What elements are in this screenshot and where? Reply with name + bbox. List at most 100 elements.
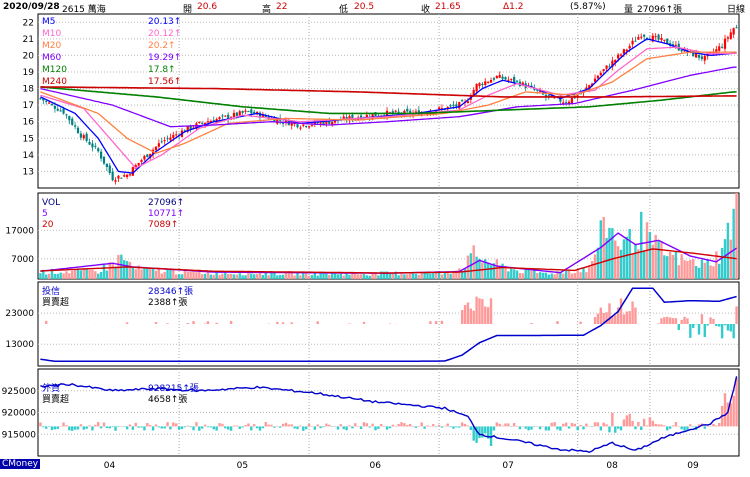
- volume-bar: [501, 263, 504, 279]
- foreign-netbuy-bar: [414, 426, 418, 428]
- volume-bar: [88, 269, 91, 279]
- legend-m20-name: M20: [42, 41, 61, 51]
- candle-body: [365, 114, 368, 119]
- foreign-netbuy-bar: [88, 425, 91, 427]
- foreign-netbuy-bar: [200, 426, 204, 429]
- foreign-netbuy-bar: [544, 426, 548, 431]
- foreign-netbuy-bar: [403, 423, 406, 427]
- foreign-netbuy-bar: [336, 426, 340, 430]
- trust-netbuy-bar: [729, 324, 732, 332]
- foreign-netbuy-bar: [411, 426, 415, 427]
- candle-body: [316, 122, 319, 124]
- legend-trust-1-name: 買賣超: [42, 296, 69, 308]
- candle-body: [238, 111, 241, 116]
- trust-netbuy-bar: [715, 324, 718, 327]
- foreign-netbuy-bar: [172, 422, 175, 427]
- volume-bar: [143, 267, 146, 279]
- volume-bar: [547, 274, 551, 279]
- foreign-netbuy-bar: [224, 426, 227, 429]
- foreign-netbuy-bar: [460, 422, 464, 427]
- foreign-netbuy-bar: [585, 423, 588, 427]
- volume-bar: [330, 272, 334, 279]
- candle-body: [718, 46, 721, 51]
- trust-netbuy-bar: [718, 324, 721, 327]
- trust-netbuy-bar: [709, 317, 712, 324]
- foreign-netbuy-bar: [316, 424, 319, 427]
- candle-body: [175, 134, 178, 136]
- candle-body: [643, 34, 646, 37]
- volume-bar: [625, 236, 628, 279]
- legend-m20-value: 20.2↑: [148, 41, 176, 51]
- foreign-netbuy-bar: [486, 426, 490, 439]
- candle-body: [640, 36, 643, 38]
- candle-body: [65, 114, 68, 116]
- trust-tick-label: 23000: [5, 309, 34, 319]
- foreign-netbuy-bar: [712, 423, 715, 427]
- volume-bar: [397, 275, 400, 279]
- candle-body: [735, 27, 738, 29]
- candle-body: [68, 115, 71, 121]
- month-label-05: 05: [237, 461, 248, 471]
- foreign-netbuy-bar: [614, 426, 617, 433]
- volume-bar: [252, 274, 256, 279]
- candle-body: [622, 49, 626, 54]
- foreign-netbuy-bar: [91, 426, 94, 431]
- candle-body: [189, 125, 192, 130]
- volume-bar: [290, 271, 293, 279]
- foreign-netbuy-bar: [524, 426, 527, 429]
- foreign-netbuy-bar: [50, 426, 54, 431]
- header-period: 日線: [727, 5, 746, 15]
- volume-bar: [478, 258, 481, 279]
- volume-bar: [79, 270, 83, 279]
- foreign-netbuy-bar: [449, 426, 452, 428]
- trust-netbuy-bar: [475, 296, 478, 324]
- volume-bar: [489, 265, 493, 279]
- legend-trust-1-value: 2388↑張: [148, 297, 187, 308]
- legend-m60-value: 19.29↑: [148, 53, 181, 63]
- candle-body: [345, 116, 348, 120]
- volume-bar: [573, 273, 577, 279]
- volume-bar: [391, 272, 395, 279]
- foreign-netbuy-bar: [397, 423, 400, 427]
- foreign-netbuy-bar: [686, 426, 689, 431]
- candle-body: [628, 45, 631, 49]
- foreign-netbuy-bar: [735, 378, 738, 427]
- volume-tick-label: 17000: [5, 226, 34, 236]
- foreign-netbuy-bar: [299, 425, 302, 427]
- candle-body: [501, 76, 504, 79]
- candle-body: [82, 135, 85, 139]
- foreign-netbuy-bar: [478, 426, 481, 439]
- foreign-netbuy-bar: [388, 426, 392, 429]
- volume-bar: [114, 266, 117, 279]
- volume-bar: [657, 240, 660, 279]
- volume-bar: [218, 275, 221, 279]
- foreign-netbuy-bar: [175, 423, 178, 427]
- trust-netbuy-bar: [608, 303, 611, 324]
- month-label-09: 09: [687, 461, 699, 471]
- candle-body: [310, 124, 314, 126]
- volume-bar: [85, 268, 88, 279]
- foreign-netbuy-bar: [163, 426, 166, 429]
- foreign-netbuy-bar: [131, 426, 135, 430]
- volume-bar: [538, 272, 542, 279]
- volume-bar: [634, 244, 637, 279]
- volume-bar: [449, 273, 452, 279]
- volume-bar: [91, 269, 94, 279]
- foreign-netbuy-bar: [689, 424, 692, 427]
- trust-netbuy-bar: [720, 324, 724, 339]
- legend-m60-name: M60: [42, 53, 61, 63]
- foreign-netbuy-bar: [492, 426, 496, 431]
- foreign-netbuy-bar: [195, 422, 198, 427]
- trust-netbuy-bar: [634, 307, 637, 324]
- foreign-netbuy-bar: [128, 424, 132, 427]
- trust-netbuy-bar: [668, 317, 672, 324]
- trust-netbuy-bar: [625, 311, 628, 324]
- foreign-netbuy-bar: [368, 426, 371, 428]
- foreign-netbuy-bar: [726, 402, 730, 427]
- ma-line-m60: [40, 66, 737, 128]
- legend-vol-0-value: 27096↑: [148, 198, 184, 208]
- foreign-netbuy-bar: [71, 426, 74, 431]
- candle-body: [507, 79, 510, 81]
- foreign-netbuy-bar: [709, 426, 712, 427]
- foreign-netbuy-bar: [564, 422, 568, 427]
